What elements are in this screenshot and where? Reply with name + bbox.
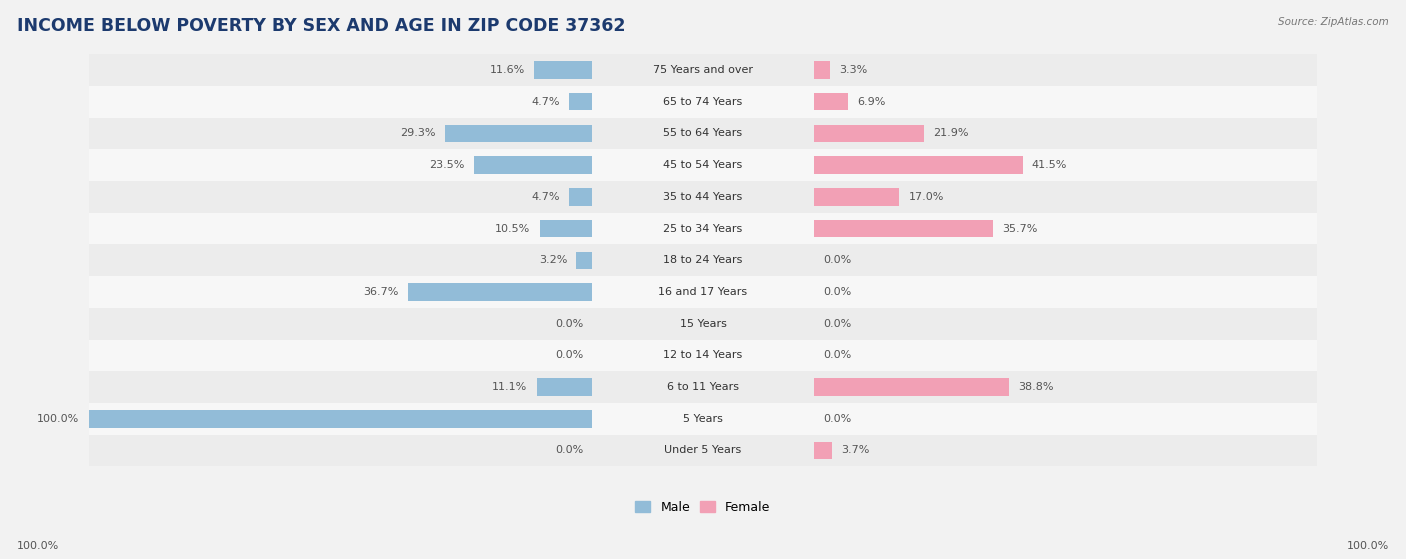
Text: 23.5%: 23.5% <box>429 160 465 170</box>
Text: 38.8%: 38.8% <box>1018 382 1053 392</box>
Text: Source: ZipAtlas.com: Source: ZipAtlas.com <box>1278 17 1389 27</box>
Text: 0.0%: 0.0% <box>555 446 583 456</box>
Text: 0.0%: 0.0% <box>555 350 583 361</box>
Text: 15 Years: 15 Years <box>679 319 727 329</box>
Bar <box>89 403 1317 435</box>
Bar <box>814 378 1010 396</box>
Bar <box>89 212 1317 244</box>
Text: 3.3%: 3.3% <box>839 65 868 75</box>
Text: 0.0%: 0.0% <box>555 319 583 329</box>
Text: 41.5%: 41.5% <box>1032 160 1067 170</box>
Bar <box>569 93 592 111</box>
Text: 0.0%: 0.0% <box>823 255 851 265</box>
Text: 11.1%: 11.1% <box>492 382 527 392</box>
Bar <box>408 283 592 301</box>
Bar <box>814 125 924 142</box>
Text: 6 to 11 Years: 6 to 11 Years <box>666 382 740 392</box>
Text: 75 Years and over: 75 Years and over <box>652 65 754 75</box>
Bar <box>89 149 1317 181</box>
Text: 10.5%: 10.5% <box>495 224 530 234</box>
Text: 21.9%: 21.9% <box>934 129 969 139</box>
Text: 35 to 44 Years: 35 to 44 Years <box>664 192 742 202</box>
Text: INCOME BELOW POVERTY BY SEX AND AGE IN ZIP CODE 37362: INCOME BELOW POVERTY BY SEX AND AGE IN Z… <box>17 17 626 35</box>
Text: 100.0%: 100.0% <box>1347 541 1389 551</box>
Text: 4.7%: 4.7% <box>531 97 560 107</box>
Bar <box>576 252 592 269</box>
Text: 3.2%: 3.2% <box>538 255 567 265</box>
Bar <box>814 93 848 111</box>
Bar <box>89 339 1317 371</box>
Text: 3.7%: 3.7% <box>841 446 870 456</box>
Bar <box>89 276 1317 308</box>
Bar <box>537 378 592 396</box>
Bar <box>814 61 830 79</box>
Text: 5 Years: 5 Years <box>683 414 723 424</box>
Bar <box>474 157 592 174</box>
Bar <box>89 410 592 428</box>
Bar <box>89 181 1317 212</box>
Text: 4.7%: 4.7% <box>531 192 560 202</box>
Text: 6.9%: 6.9% <box>858 97 886 107</box>
Text: 0.0%: 0.0% <box>823 414 851 424</box>
Bar <box>814 442 832 459</box>
Text: 17.0%: 17.0% <box>908 192 943 202</box>
Text: 11.6%: 11.6% <box>489 65 524 75</box>
Text: 100.0%: 100.0% <box>17 541 59 551</box>
Text: 36.7%: 36.7% <box>363 287 398 297</box>
Text: 55 to 64 Years: 55 to 64 Years <box>664 129 742 139</box>
Bar <box>89 308 1317 339</box>
Bar <box>814 220 994 237</box>
Bar <box>814 188 900 206</box>
Bar <box>89 435 1317 466</box>
Bar <box>89 117 1317 149</box>
Text: 0.0%: 0.0% <box>823 319 851 329</box>
Text: 18 to 24 Years: 18 to 24 Years <box>664 255 742 265</box>
Text: 65 to 74 Years: 65 to 74 Years <box>664 97 742 107</box>
Bar <box>89 54 1317 86</box>
Text: 35.7%: 35.7% <box>1002 224 1038 234</box>
Text: 12 to 14 Years: 12 to 14 Years <box>664 350 742 361</box>
Bar <box>540 220 592 237</box>
Bar <box>444 125 592 142</box>
Text: 16 and 17 Years: 16 and 17 Years <box>658 287 748 297</box>
Text: 25 to 34 Years: 25 to 34 Years <box>664 224 742 234</box>
Bar <box>89 244 1317 276</box>
Bar <box>89 86 1317 117</box>
Text: 45 to 54 Years: 45 to 54 Years <box>664 160 742 170</box>
Text: 0.0%: 0.0% <box>823 350 851 361</box>
Bar <box>814 157 1022 174</box>
Text: 0.0%: 0.0% <box>823 287 851 297</box>
Text: Under 5 Years: Under 5 Years <box>665 446 741 456</box>
Bar <box>569 188 592 206</box>
Text: 100.0%: 100.0% <box>37 414 80 424</box>
Bar <box>89 371 1317 403</box>
Legend: Male, Female: Male, Female <box>636 501 770 514</box>
Bar <box>534 61 592 79</box>
Text: 29.3%: 29.3% <box>401 129 436 139</box>
